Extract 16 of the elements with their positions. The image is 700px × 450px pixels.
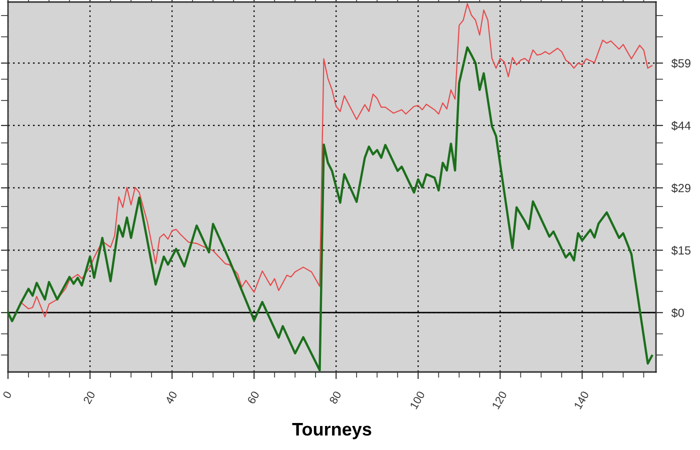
- x-tick-label: 140: [574, 390, 590, 410]
- x-tick-label: 100: [410, 390, 426, 410]
- line-series: [8, 46, 654, 372]
- x-tick-label: 60: [247, 390, 260, 404]
- y-tick-label: $44: [671, 121, 691, 131]
- x-tick-label: 0: [2, 390, 12, 400]
- x-tick-label: 20: [82, 390, 96, 404]
- y-tick-label: $0: [671, 308, 684, 318]
- y-tick-label: $15: [671, 246, 690, 256]
- x-tick-label: 40: [164, 390, 178, 405]
- y-tick-label: $29: [671, 183, 690, 193]
- x-tick-label: 80: [329, 390, 342, 404]
- x-tick-label: 120: [492, 390, 508, 410]
- x-axis-title: Tourneys: [292, 423, 372, 440]
- line-series: [20, 3, 652, 318]
- y-tick-label: $59: [671, 58, 690, 68]
